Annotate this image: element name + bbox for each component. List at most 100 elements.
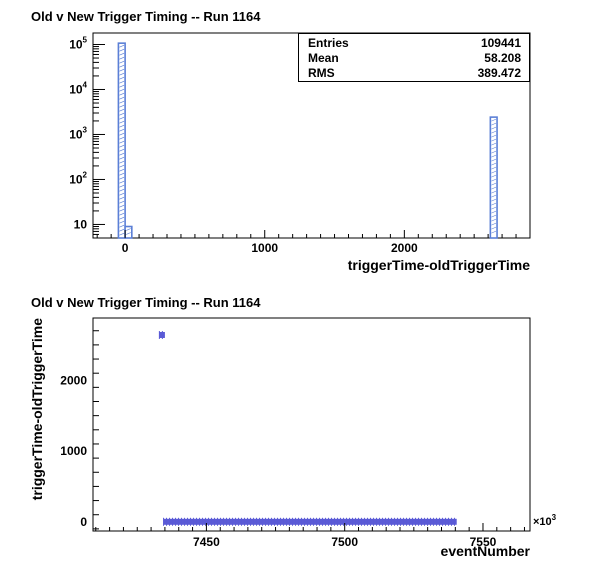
histogram-bar-hatch (491, 182, 497, 186)
histogram-x-ticks: 0 1000 2000 (96, 230, 517, 255)
histogram-bar-hatch (119, 140, 125, 144)
histogram-bar-hatch (119, 112, 125, 116)
histogram-bar-hatch (491, 194, 497, 198)
histogram-y-tick-label: 104 (69, 80, 87, 96)
histogram-bar-hatch (491, 150, 497, 154)
histogram-bar-hatch (491, 198, 497, 202)
scatter-x-axis-label: eventNumber (441, 543, 531, 559)
histogram-bar-hatch (119, 160, 125, 164)
histogram-bar-hatch (119, 176, 125, 180)
histogram-bar-hatch (119, 156, 125, 160)
histogram-bar-hatch (119, 68, 125, 72)
scatter-y-tick-label: 0 (80, 515, 87, 529)
histogram-bar-hatch (491, 218, 497, 222)
scatter-y-tick-label: 2000 (60, 373, 87, 387)
histogram-bar-hatch (491, 166, 497, 170)
histogram-bar-hatch (491, 230, 497, 234)
histogram-bar-hatch (119, 188, 125, 192)
stats-entries-value: 109441 (480, 36, 521, 50)
histogram-bar-hatch (491, 138, 497, 142)
histogram-y-tick-label: 103 (69, 125, 87, 141)
histogram-bar-hatch (119, 164, 125, 168)
histogram-bar-hatch (119, 172, 125, 176)
histogram-panel: Old v New Trigger Timing -- Run 1164 0 10… (31, 9, 531, 273)
histogram-bar-hatch (491, 142, 497, 146)
histogram-bar-hatch (491, 190, 497, 194)
histogram-bar-hatch (491, 206, 497, 210)
histogram-title: Old v New Trigger Timing -- Run 1164 (31, 9, 261, 24)
histogram-bar-hatch (491, 130, 497, 134)
scatter-x-multiplier: ×103 (533, 513, 557, 528)
histogram-x-tick-label: 0 (122, 241, 129, 255)
histogram-bar-hatch (491, 214, 497, 218)
histogram-bar-hatch (119, 120, 125, 124)
histogram-bar-hatch (491, 122, 497, 126)
histogram-bar-hatch (119, 96, 125, 100)
stats-rms-label: RMS (308, 66, 335, 80)
histogram-bar-hatch (119, 92, 125, 96)
histogram-bar-hatch (119, 208, 125, 212)
histogram-bar (117, 42, 126, 239)
scatter-x-multiplier-base: ×10 (533, 516, 552, 528)
histogram-bar-hatch (119, 76, 125, 80)
histogram-bar-hatch (119, 48, 125, 52)
stats-rms-value: 389.472 (477, 66, 521, 80)
stats-mean-label: Mean (308, 51, 339, 65)
scatter-y-axis-label: triggerTime-oldTriggerTime (29, 318, 45, 501)
stats-row-entries: Entries 109441 (308, 36, 521, 51)
histogram-bar-hatch (119, 184, 125, 188)
histogram-bar (489, 116, 498, 239)
histogram-bar-hatch (119, 80, 125, 84)
histogram-bar-hatch (119, 108, 125, 112)
histogram-bar-hatch (125, 232, 131, 235)
histogram-bar-hatch (491, 222, 497, 226)
histogram-bar-hatch (491, 134, 497, 138)
histogram-bar-hatch (491, 174, 497, 178)
histogram-bar-hatch (119, 152, 125, 156)
histogram-bar-hatch (491, 210, 497, 214)
histogram-bar-hatch (491, 170, 497, 174)
histogram-bar-hatch (491, 146, 497, 150)
histogram-bar-hatch (119, 104, 125, 108)
histogram-bar-hatch (119, 128, 125, 132)
histogram-bar-hatch (119, 212, 125, 216)
histogram-bar-hatch (119, 72, 125, 76)
histogram-bar (124, 225, 133, 239)
histogram-bar-hatch (119, 196, 125, 200)
histogram-bar-hatch (119, 64, 125, 68)
histogram-bar-hatch (119, 44, 125, 48)
scatter-y-ticks: 0 1000 2000 (60, 330, 99, 530)
histogram-bar-hatch (119, 228, 125, 232)
histogram-bar-hatch (119, 192, 125, 196)
histogram-bar-hatch (119, 84, 125, 88)
histogram-bar-hatch (119, 148, 125, 152)
histogram-bar-hatch (119, 52, 125, 56)
histogram-bar-hatch (491, 162, 497, 166)
histogram-bar-hatch (491, 202, 497, 206)
histogram-y-tick-label: 105 (69, 35, 87, 51)
histogram-bar-hatch (119, 232, 125, 236)
scatter-x-multiplier-exp: 3 (552, 513, 557, 522)
scatter-title: Old v New Trigger Timing -- Run 1164 (31, 295, 261, 310)
histogram-bar-hatch (119, 204, 125, 208)
histogram-bar-hatch (119, 224, 125, 228)
histogram-plot: 0 1000 2000 10 102 103 104 105 triggerTime-old… (69, 32, 531, 273)
histogram-bar-hatch (491, 118, 497, 122)
scatter-frame (92, 317, 531, 532)
scatter-panel: Old v New Trigger Timing -- Run 1164 745… (0, 286, 596, 572)
scatter-x-tick-label: 7500 (331, 535, 358, 549)
histogram-y-ticks: 10 102 103 104 105 (69, 35, 105, 239)
histogram-bars (117, 42, 498, 239)
histogram-bar-hatch (491, 126, 497, 130)
histogram-bar-hatch (119, 100, 125, 104)
stats-box: Entries 109441 Mean 58.208 RMS 389.472 (298, 33, 530, 82)
histogram-bar-hatch (491, 178, 497, 182)
histogram-y-tick-label: 102 (69, 170, 87, 186)
histogram-bar-hatch (119, 144, 125, 148)
histogram-bar-hatch (119, 56, 125, 60)
histogram-x-tick-label: 2000 (391, 241, 418, 255)
histogram-bar-hatch (119, 180, 125, 184)
scatter-x-ticks: 7450 7500 7550 (95, 523, 525, 549)
scatter-y-tick-label: 1000 (60, 444, 87, 458)
